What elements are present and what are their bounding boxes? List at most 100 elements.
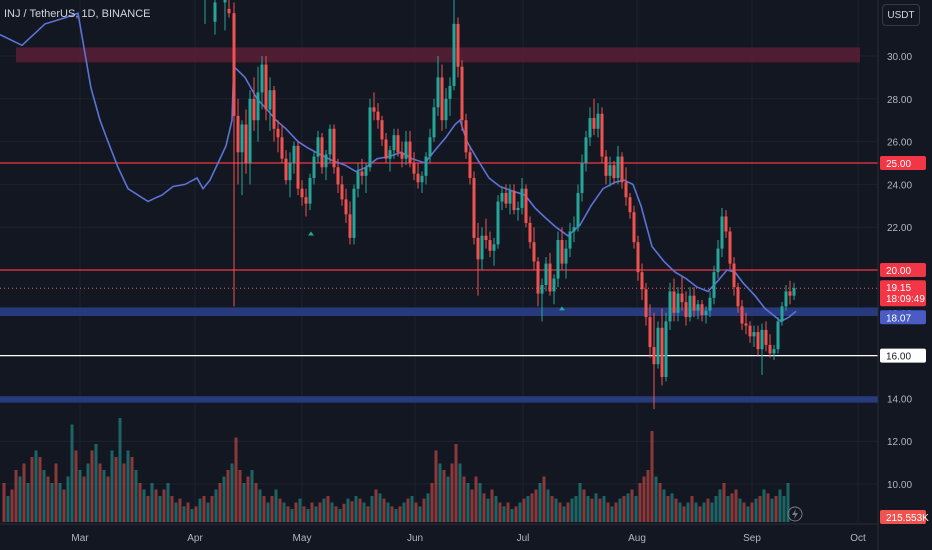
candle-body [576, 192, 580, 228]
candle-body [700, 304, 704, 315]
volume-bar [178, 498, 182, 522]
volume-bar [630, 489, 634, 522]
volume-bar [146, 496, 150, 522]
candle-body [328, 128, 332, 155]
volume-bar [234, 437, 238, 522]
volume-bar [454, 444, 458, 522]
volume-bar [734, 489, 738, 522]
volume-bar [670, 493, 674, 522]
x-tick-label: Mar [71, 533, 89, 544]
candle-body [516, 207, 520, 211]
candle-body [556, 240, 560, 279]
volume-bar [106, 476, 110, 522]
candle-body [652, 347, 656, 365]
volume-bar [134, 470, 138, 522]
candle-body [312, 156, 316, 178]
volume-bar [150, 483, 154, 522]
volume-bar [202, 496, 206, 522]
candle-body [332, 128, 336, 168]
volume-bar [726, 496, 730, 522]
volume-bar [22, 463, 26, 522]
last-price-tag-bg [880, 280, 926, 307]
y-tick-label: 30.00 [887, 52, 912, 63]
last-price-tag: 18:09:49 [886, 294, 925, 305]
signal-arrow-icon [559, 306, 565, 311]
candle-body [616, 156, 620, 178]
candle-body [272, 90, 276, 129]
volume-bar [574, 496, 578, 522]
volume-bar [62, 489, 66, 522]
volume-bar [554, 498, 558, 522]
candle-body [404, 141, 408, 159]
volume-bar [662, 489, 666, 522]
volume-bar [102, 470, 106, 522]
volume-bar [658, 483, 662, 522]
volume-bar [74, 450, 78, 522]
volume-bar [82, 476, 86, 522]
volume-bar [210, 496, 214, 522]
volume-bar [110, 450, 114, 522]
candle-body [308, 177, 312, 204]
candle-body [696, 304, 700, 311]
currency-selector[interactable]: USDT [882, 4, 920, 26]
candle-body [572, 227, 576, 232]
candle-body [672, 291, 676, 313]
volume-bar [314, 506, 318, 522]
volume-bar [198, 498, 202, 522]
candle-body [744, 323, 748, 326]
volume-bar [638, 483, 642, 522]
volume-bar [114, 457, 118, 522]
candle-body [508, 190, 512, 204]
candle-body [428, 137, 432, 157]
volume-bar [398, 506, 402, 522]
volume-bar [42, 470, 46, 522]
volume-bar [526, 496, 530, 522]
x-tick-label: May [293, 533, 312, 544]
candle-body [688, 295, 692, 318]
candle-body [268, 90, 272, 110]
volume-bar [206, 502, 210, 522]
lightning-icon-bolt [792, 509, 798, 519]
volume-bar [34, 450, 38, 522]
candle-body [296, 145, 300, 189]
candle-body [448, 85, 452, 99]
candle-body [372, 107, 376, 112]
candle-body [460, 66, 464, 121]
volume-bar [618, 498, 622, 522]
volume-bar [634, 496, 638, 522]
volume-bar [498, 502, 502, 522]
candle-body [432, 107, 436, 138]
candle-body [384, 139, 388, 159]
candle-body [340, 184, 344, 200]
candle-body [264, 64, 268, 110]
volume-bar [606, 502, 610, 522]
candle-body [336, 167, 340, 185]
candle-body [680, 293, 684, 303]
volume-bar [750, 502, 754, 522]
x-tick-label: Aug [628, 533, 646, 544]
candle-body [648, 317, 652, 348]
candle-body [452, 23, 456, 86]
volume-bar [258, 489, 262, 522]
volume-bar [666, 496, 670, 522]
volume-bar [238, 470, 242, 522]
volume-bar [46, 476, 50, 522]
volume-bar [686, 502, 690, 522]
volume-bar [10, 489, 14, 522]
volume-bar [402, 502, 406, 522]
candle-body [380, 120, 384, 140]
volume-bar [530, 493, 534, 522]
volume-bar [246, 476, 250, 522]
volume-bar [366, 506, 370, 522]
volume-bar [534, 489, 538, 522]
candle-body [564, 248, 568, 264]
volume-bar [570, 498, 574, 522]
volume-bar [558, 502, 562, 522]
volume-tag: 215.553K [886, 513, 929, 524]
volume-bar [650, 431, 654, 522]
volume-bar [470, 489, 474, 522]
candle-body [492, 244, 496, 251]
volume-bar [218, 483, 222, 522]
candle-body [512, 190, 516, 211]
